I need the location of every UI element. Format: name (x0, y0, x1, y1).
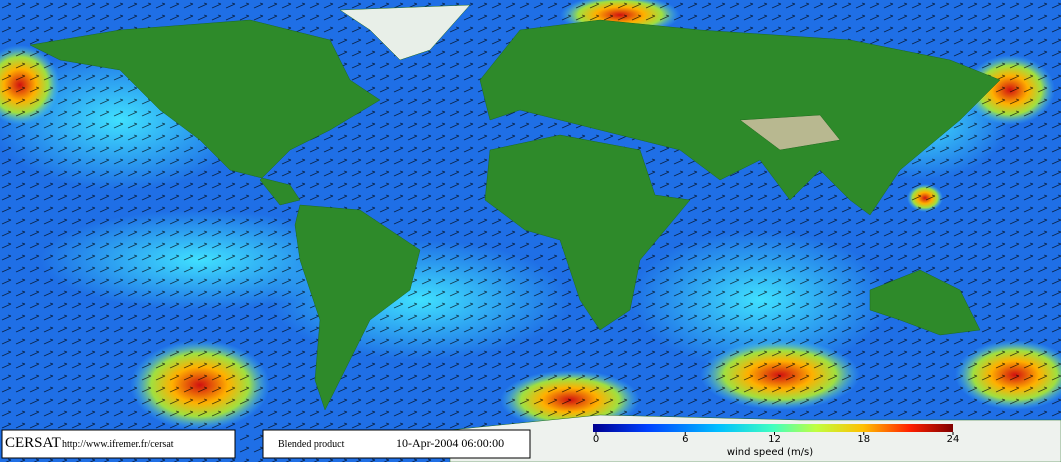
land (29, 4, 1061, 462)
footer: CERSAT http://www.ifremer.fr/cersat Blen… (1, 429, 531, 459)
product: Blended product (278, 439, 345, 450)
colorbar-tick-label: 18 (857, 434, 870, 445)
product-box (262, 429, 531, 459)
date: 10-Apr-2004 06:00:00 (396, 436, 504, 450)
logo-box (1, 429, 236, 459)
colorbar-tick-label: 0 (593, 434, 599, 445)
url: http://www.ifremer.fr/cersat (62, 439, 174, 450)
colorbar-tick-label: 24 (947, 434, 960, 445)
colorbar-label: wind speed (m/s) (727, 447, 813, 458)
colorbar-tick-label: 12 (768, 434, 781, 445)
colorbar-tick-label: 6 (682, 434, 688, 445)
logo: CERSAT (5, 435, 61, 451)
colorbar-scale (593, 424, 953, 432)
colorbar: wind speed (m/s) 0 6 12 18 24 (593, 424, 960, 458)
